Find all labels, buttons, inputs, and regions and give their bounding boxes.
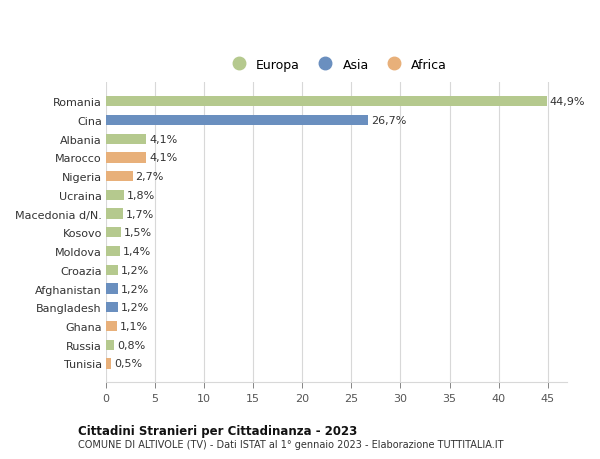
Text: 44,9%: 44,9% (550, 97, 585, 107)
Text: 4,1%: 4,1% (149, 134, 178, 145)
Bar (106, 340, 114, 350)
Text: 26,7%: 26,7% (371, 116, 406, 126)
Bar (106, 228, 121, 238)
Bar (106, 284, 118, 294)
Bar (106, 97, 547, 107)
Bar (106, 172, 133, 182)
Text: 2,7%: 2,7% (136, 172, 164, 182)
Bar (106, 153, 146, 163)
Bar (106, 134, 146, 145)
Text: 0,5%: 0,5% (114, 358, 142, 369)
Text: 1,2%: 1,2% (121, 265, 149, 275)
Bar (106, 190, 124, 201)
Text: 1,1%: 1,1% (120, 321, 148, 331)
Text: 1,7%: 1,7% (125, 209, 154, 219)
Bar (106, 116, 368, 126)
Bar (106, 265, 118, 275)
Text: 1,8%: 1,8% (127, 190, 155, 201)
Bar (106, 246, 120, 257)
Bar (106, 302, 118, 313)
Bar (106, 321, 117, 331)
Text: COMUNE DI ALTIVOLE (TV) - Dati ISTAT al 1° gennaio 2023 - Elaborazione TUTTITALI: COMUNE DI ALTIVOLE (TV) - Dati ISTAT al … (78, 440, 503, 449)
Bar (106, 358, 111, 369)
Text: 4,1%: 4,1% (149, 153, 178, 163)
Text: 1,2%: 1,2% (121, 302, 149, 313)
Legend: Europa, Asia, Africa: Europa, Asia, Africa (221, 54, 452, 77)
Text: 1,5%: 1,5% (124, 228, 152, 238)
Bar (106, 209, 123, 219)
Text: 0,8%: 0,8% (117, 340, 145, 350)
Text: Cittadini Stranieri per Cittadinanza - 2023: Cittadini Stranieri per Cittadinanza - 2… (78, 424, 357, 437)
Text: 1,4%: 1,4% (123, 246, 151, 257)
Text: 1,2%: 1,2% (121, 284, 149, 294)
